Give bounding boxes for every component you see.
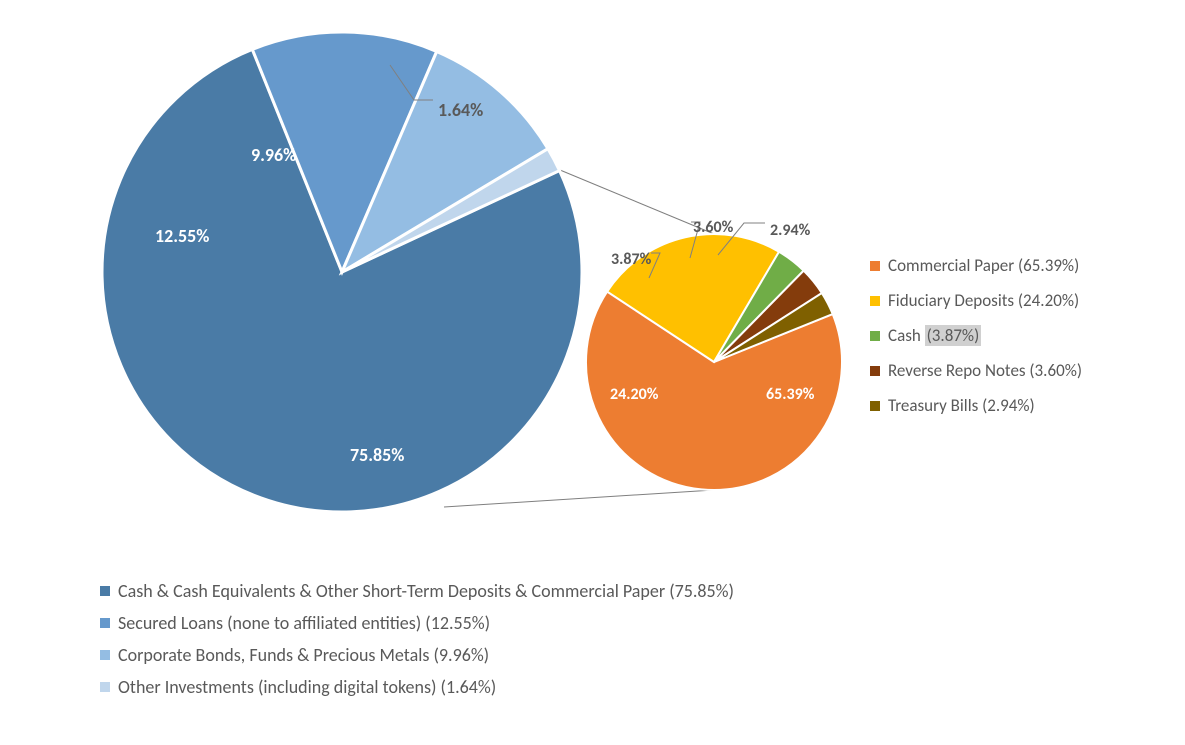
legend-label: Corporate Bonds, Funds & Precious Metals… [118, 644, 489, 666]
legend-label: Cash & Cash Equivalents & Other Short-Te… [118, 580, 734, 602]
legend-swatch [100, 682, 110, 692]
connector-line [444, 490, 714, 507]
connector-line [560, 170, 714, 234]
legend-label: Other Investments (including digital tok… [118, 676, 496, 698]
legend-item: Treasury Bills (2.94%) [870, 395, 1082, 416]
legend-item: Cash (3.87%) [870, 325, 1082, 346]
legend-swatch [870, 261, 880, 271]
legend-item: Secured Loans (none to affiliated entiti… [100, 612, 734, 634]
pie-slice-label: 3.60% [693, 218, 733, 237]
legend-item: Other Investments (including digital tok… [100, 676, 734, 698]
legend-swatch [100, 586, 110, 596]
legend-swatch [870, 331, 880, 341]
pie-slice-label: 75.85% [350, 444, 404, 466]
legend-swatch [100, 650, 110, 660]
sub-pie-legend: Commercial Paper (65.39%) Fiduciary Depos… [870, 255, 1082, 430]
pie-slice-label: 3.87% [611, 250, 651, 269]
legend-label: Reverse Repo Notes (3.60%) [888, 360, 1082, 381]
legend-item: Cash & Cash Equivalents & Other Short-Te… [100, 580, 734, 602]
pie-slice-label: 65.39% [766, 385, 814, 404]
legend-swatch [100, 618, 110, 628]
legend-swatch [870, 296, 880, 306]
legend-swatch [870, 401, 880, 411]
legend-label: Fiduciary Deposits (24.20%) [888, 290, 1079, 311]
pie-slice-label: 1.64% [438, 99, 483, 121]
pie-slice-label: 12.55% [155, 225, 209, 247]
legend-label: Treasury Bills (2.94%) [888, 395, 1035, 416]
pie-slice-label: 24.20% [610, 385, 658, 404]
legend-swatch [870, 366, 880, 376]
pie-slice-label: 9.96% [251, 144, 296, 166]
legend-item: Commercial Paper (65.39%) [870, 255, 1082, 276]
legend-item: Corporate Bonds, Funds & Precious Metals… [100, 644, 734, 666]
pie-slice-label: 2.94% [770, 221, 810, 240]
legend-item: Reverse Repo Notes (3.60%) [870, 360, 1082, 381]
legend-label: Cash (3.87%) [888, 325, 981, 346]
main-pie-legend: Cash & Cash Equivalents & Other Short-Te… [100, 580, 734, 708]
legend-label: Commercial Paper (65.39%) [888, 255, 1079, 276]
legend-item: Fiduciary Deposits (24.20%) [870, 290, 1082, 311]
legend-label: Secured Loans (none to affiliated entiti… [118, 612, 490, 634]
